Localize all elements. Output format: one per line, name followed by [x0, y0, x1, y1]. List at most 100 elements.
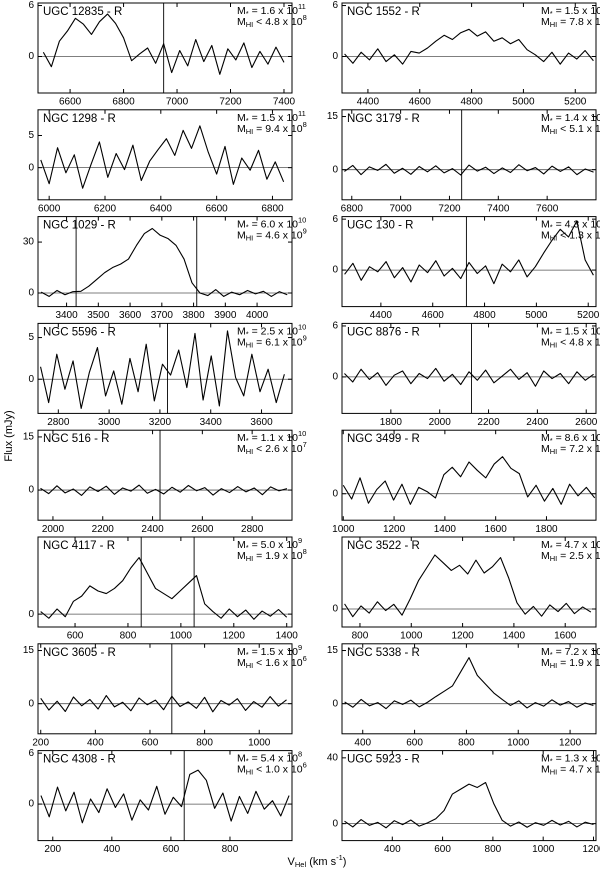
y-tick-label: 0: [332, 51, 338, 62]
text-segment: = 4.6 x 10: [253, 229, 302, 241]
text-segment: < 1.6 x 10: [253, 657, 302, 669]
x-tick-label: 1000: [170, 631, 193, 642]
panel-title: NGC 3522 - R: [347, 540, 420, 552]
text-segment: M: [541, 443, 550, 455]
text-segment: = 1.5 x 10: [553, 5, 600, 17]
mass-annotation: MHI = 7.8 x 108: [541, 13, 600, 29]
text-segment: M: [237, 112, 246, 124]
x-tick-label: 6000: [38, 203, 61, 214]
x-tick-label: 3800: [182, 310, 205, 321]
x-tick-label: 4600: [409, 97, 432, 108]
x-tick-label: 1800: [535, 524, 558, 535]
y-tick-label: 0: [28, 485, 34, 496]
x-tick-label: 7200: [438, 203, 461, 214]
x-tick-label: 1200: [559, 737, 582, 748]
text-segment: 6: [303, 654, 307, 663]
panel-title: UGC 12835 - R: [43, 6, 122, 18]
text-segment: (km s: [306, 856, 336, 868]
text-segment: *: [550, 757, 553, 766]
y-tick-label: 0: [332, 164, 338, 175]
text-segment: = 9.4 x 10: [253, 123, 302, 135]
plot-frame: [37, 322, 293, 414]
x-tick-label: 600: [142, 737, 159, 748]
text-segment: *: [246, 9, 249, 18]
y-tick-label: 0: [332, 488, 338, 499]
text-segment: M: [237, 646, 246, 658]
panel-title: NGC 516 - R: [43, 433, 109, 445]
x-tick-label: 600: [406, 737, 423, 748]
mass-annotation: MHI = 1.9 x 107: [541, 654, 600, 670]
plot-frame: [341, 750, 597, 842]
text-segment: 10: [298, 322, 306, 331]
plot-frame: [341, 216, 597, 308]
spectrum-line: [344, 220, 594, 285]
panel-title: UGC 5923 - R: [347, 754, 420, 766]
mass-annotation: M* = 1.5 x 1010: [541, 322, 600, 338]
text-segment: HI: [550, 234, 558, 243]
text-segment: M: [541, 646, 550, 658]
text-segment: *: [550, 9, 553, 18]
text-segment: *: [550, 223, 553, 232]
text-segment: HI: [550, 554, 558, 563]
text-segment: = 6.0 x 10: [249, 218, 298, 230]
plot-frame: [341, 2, 597, 94]
y-tick-label: 0: [28, 288, 34, 299]
plot-frame: [37, 2, 293, 94]
text-segment: 10: [298, 429, 306, 438]
text-segment: = 1.4 x 10: [553, 112, 600, 124]
text-segment: *: [246, 223, 249, 232]
spectrum-line: [40, 125, 285, 189]
mass-annotation: M* = 1.5 x 1011: [237, 109, 306, 125]
text-segment: = 2.5 x 10: [249, 325, 298, 337]
y-tick-label: 0: [28, 698, 34, 709]
text-segment: M: [237, 229, 246, 241]
mass-annotation: MHI < 1.6 x 106: [237, 654, 307, 670]
text-segment: M: [541, 218, 550, 230]
text-segment: = 8.6 x 10: [553, 432, 600, 444]
text-segment: M: [237, 16, 246, 28]
y-tick-label: 5: [28, 130, 34, 141]
mass-annotation: MHI < 4.8 x 108: [237, 13, 307, 29]
y-tick-label: 0: [332, 698, 338, 709]
spectrum-line: [344, 163, 594, 176]
x-tick-label: 1200: [582, 844, 600, 855]
text-segment: HI: [550, 127, 558, 136]
text-segment: 9: [298, 643, 302, 652]
x-tick-label: 4600: [422, 310, 445, 321]
text-segment: *: [246, 329, 249, 338]
panel-title: NGC 4308 - R: [43, 754, 116, 766]
text-segment: M: [237, 550, 246, 562]
x-tick-label: 3600: [119, 310, 142, 321]
text-segment: M: [237, 657, 246, 669]
text-segment: 9: [303, 333, 307, 342]
x-tick-label: 400: [103, 844, 120, 855]
x-tick-label: 3700: [151, 310, 174, 321]
plot-frame: [341, 429, 597, 521]
y-tick-label: 6: [28, 748, 34, 759]
text-segment: = 1.5 x 10: [249, 646, 298, 658]
plot-frame: [341, 109, 597, 201]
mass-annotation: MHI < 5.1 x 108: [541, 120, 600, 136]
x-tick-label: 5200: [564, 97, 587, 108]
mass-annotation: MHI = 9.4 x 108: [237, 120, 307, 136]
spectrum-line: [42, 13, 285, 75]
mass-annotation: MHI = 4.6 x 109: [237, 227, 307, 243]
text-segment: < 1.3 x 10: [557, 229, 600, 241]
mass-annotation: M* = 1.3 x 108: [541, 750, 600, 766]
text-segment: M: [541, 123, 550, 135]
mass-annotation: M* = 6.0 x 1010: [237, 216, 306, 232]
text-segment: Hel: [295, 860, 307, 869]
y-tick-label: 6: [332, 214, 338, 225]
x-tick-label: 1400: [503, 631, 526, 642]
x-tick-label: 6400: [150, 203, 173, 214]
text-segment: *: [246, 757, 249, 766]
x-tick-label: 2200: [477, 417, 500, 428]
x-tick-label: 4000: [246, 310, 269, 321]
text-segment: *: [246, 436, 249, 445]
spectrum-line: [344, 657, 594, 710]
x-tick-label: 200: [32, 737, 49, 748]
x-tick-label: 1600: [554, 631, 577, 642]
panel-title: NGC 3605 - R: [43, 647, 116, 659]
text-segment: HI: [246, 661, 254, 670]
text-segment: = 5.0 x 10: [249, 539, 298, 551]
